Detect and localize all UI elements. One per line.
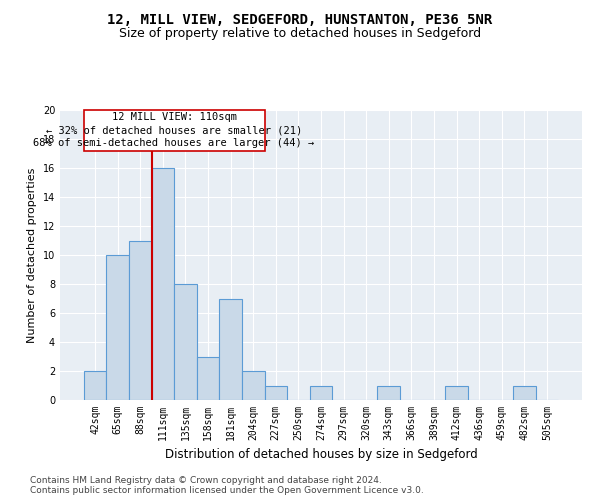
Bar xyxy=(265,386,287,400)
Bar xyxy=(197,356,220,400)
X-axis label: Distribution of detached houses by size in Sedgeford: Distribution of detached houses by size … xyxy=(164,448,478,462)
Bar xyxy=(152,168,174,400)
Text: 12, MILL VIEW, SEDGEFORD, HUNSTANTON, PE36 5NR: 12, MILL VIEW, SEDGEFORD, HUNSTANTON, PE… xyxy=(107,12,493,26)
Text: 12 MILL VIEW: 110sqm
← 32% of detached houses are smaller (21)
68% of semi-detac: 12 MILL VIEW: 110sqm ← 32% of detached h… xyxy=(34,112,315,148)
Bar xyxy=(377,386,400,400)
Bar xyxy=(84,371,106,400)
FancyBboxPatch shape xyxy=(84,110,265,150)
Bar xyxy=(220,298,242,400)
Bar xyxy=(174,284,197,400)
Bar xyxy=(445,386,468,400)
Bar xyxy=(106,255,129,400)
Bar xyxy=(242,371,265,400)
Bar xyxy=(310,386,332,400)
Y-axis label: Number of detached properties: Number of detached properties xyxy=(27,168,37,342)
Bar xyxy=(129,240,152,400)
Text: Contains HM Land Registry data © Crown copyright and database right 2024.
Contai: Contains HM Land Registry data © Crown c… xyxy=(30,476,424,495)
Text: Size of property relative to detached houses in Sedgeford: Size of property relative to detached ho… xyxy=(119,28,481,40)
Bar xyxy=(513,386,536,400)
